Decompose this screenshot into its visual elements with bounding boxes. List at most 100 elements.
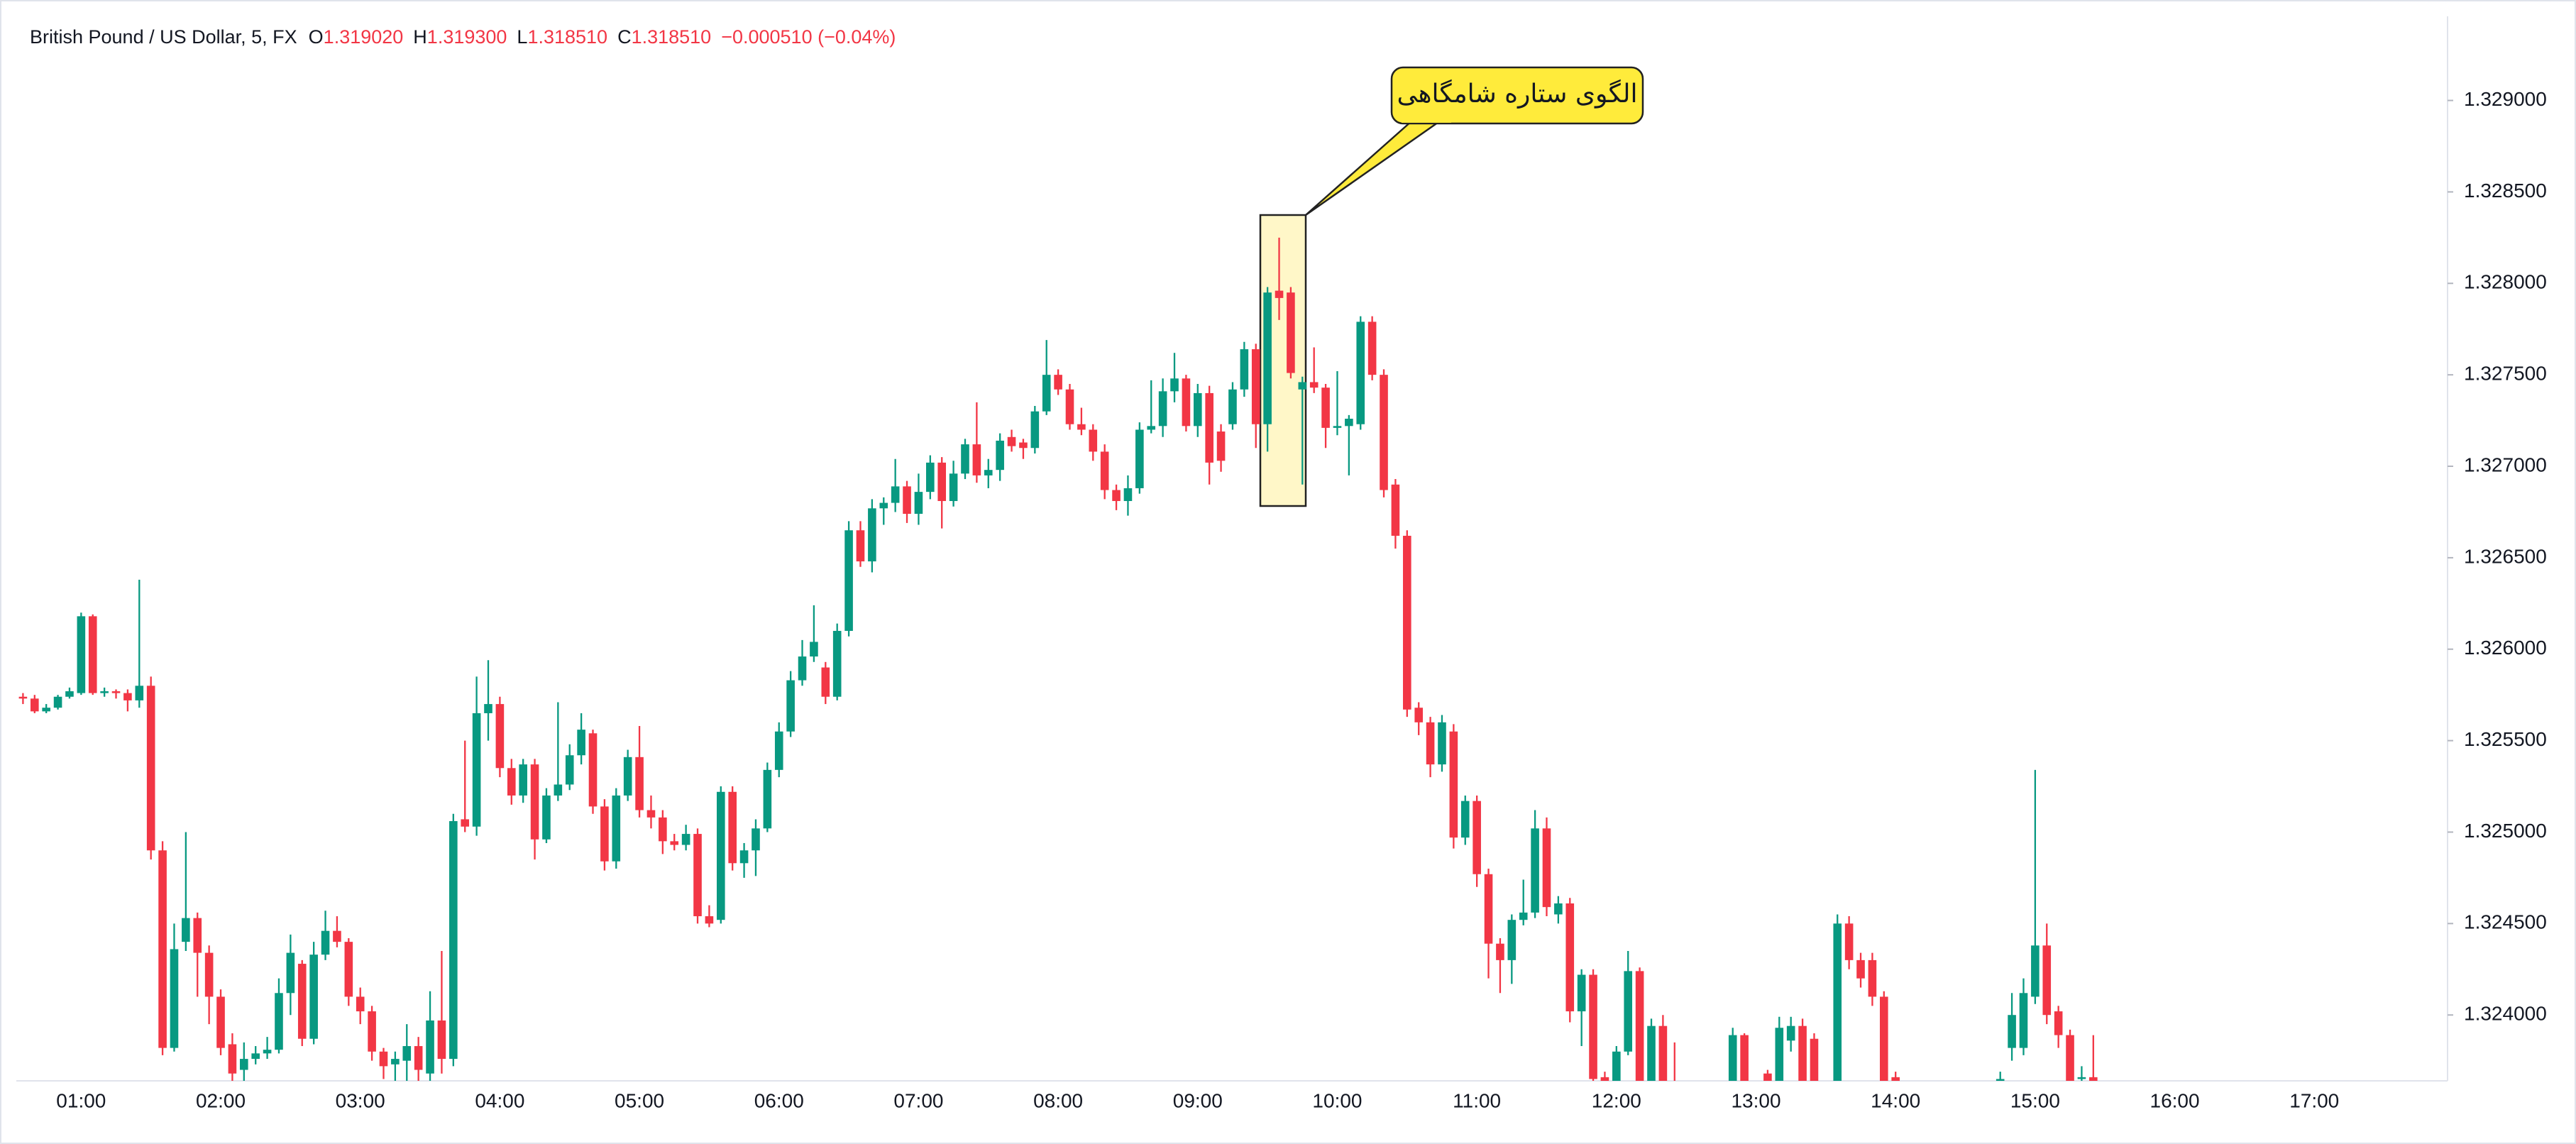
x-tick-label: 02:00 xyxy=(196,1089,246,1111)
candle-body xyxy=(1193,392,1202,427)
candle-body xyxy=(786,680,795,732)
candle-body xyxy=(228,1044,237,1074)
candle-body xyxy=(717,791,725,920)
candle-body xyxy=(1728,1035,1737,1081)
candle-body xyxy=(1891,1077,1900,1081)
candle-body xyxy=(1519,912,1528,920)
candle-body xyxy=(1007,436,1016,446)
candle-body xyxy=(1496,943,1504,960)
y-tick-label: 1.327000 xyxy=(2464,453,2547,475)
candle-body xyxy=(1600,1077,1609,1081)
candle-body xyxy=(484,704,492,713)
candle-body xyxy=(379,1051,388,1067)
x-tick-label: 06:00 xyxy=(754,1089,804,1111)
y-tick-label: 1.326000 xyxy=(2464,637,2547,659)
candle-body xyxy=(1251,349,1260,424)
candle-body xyxy=(752,828,760,851)
candle-body xyxy=(182,918,190,942)
candle-body xyxy=(1367,321,1377,375)
x-tick-label: 13:00 xyxy=(1731,1089,1780,1111)
change: −0.000510 (−0.04%) xyxy=(721,26,896,48)
candle-body xyxy=(1112,490,1121,501)
candle-body xyxy=(554,784,563,796)
candle-body xyxy=(472,713,481,827)
candle-body xyxy=(1810,1038,1819,1081)
candle-body xyxy=(2042,945,2052,1016)
candle-body xyxy=(1158,391,1167,427)
candle-body xyxy=(1403,535,1411,710)
candle-body xyxy=(507,768,516,796)
candle-body xyxy=(832,630,842,697)
candle-body xyxy=(391,1059,400,1065)
y-tick-label: 1.328000 xyxy=(2464,271,2547,293)
candle-body xyxy=(333,930,341,942)
ohlc-value: 1.319020 xyxy=(324,26,404,48)
candle-body xyxy=(437,1020,446,1060)
candle-body xyxy=(18,696,28,699)
candle-body xyxy=(1798,1025,1807,1081)
candle-body xyxy=(170,949,179,1048)
x-tick-label: 03:00 xyxy=(336,1089,385,1111)
candle-body xyxy=(2077,1077,2086,1079)
candle-body xyxy=(2066,1035,2074,1081)
candle-body xyxy=(646,810,656,818)
candle-body xyxy=(216,996,225,1048)
y-tick-label: 1.328500 xyxy=(2464,180,2547,202)
candle-body xyxy=(1589,974,1597,1079)
candle-body xyxy=(158,850,167,1048)
candle-body xyxy=(530,764,539,840)
candle-body xyxy=(1775,1028,1784,1081)
candle-body xyxy=(30,698,39,712)
candle-body xyxy=(1763,1073,1772,1081)
candle-body xyxy=(42,708,50,712)
candle-body xyxy=(728,791,737,864)
candle-body xyxy=(356,996,365,1012)
candle-body xyxy=(1309,382,1319,388)
candle-body xyxy=(461,819,470,827)
candle-body xyxy=(1635,971,1644,1081)
candle-body xyxy=(1065,389,1074,424)
candle-body xyxy=(286,952,295,994)
candle-body xyxy=(1612,1051,1621,1081)
candle-body xyxy=(1786,1025,1795,1041)
candle-body xyxy=(681,834,690,845)
candle-body xyxy=(240,1059,248,1070)
candle-body xyxy=(926,462,935,493)
ohlc-key: L xyxy=(517,26,527,48)
candle-body xyxy=(623,757,632,796)
candle-body xyxy=(705,916,714,924)
candle-body xyxy=(1844,923,1854,960)
candle-body xyxy=(1565,903,1575,1012)
candle-body xyxy=(204,952,214,997)
candle-body xyxy=(1531,828,1539,913)
x-tick-label: 17:00 xyxy=(2289,1089,2339,1111)
candle-body xyxy=(693,834,702,917)
candle-body xyxy=(1333,426,1342,428)
candle-body xyxy=(309,955,318,1039)
callout-join xyxy=(1402,117,1451,123)
candle-body xyxy=(1216,431,1226,461)
candle-body xyxy=(1473,801,1481,874)
ohlc-key: C xyxy=(617,26,632,48)
candle-body xyxy=(297,964,307,1039)
callout: الگوی ستاره شامگاهی xyxy=(1304,66,1644,216)
candle-body xyxy=(402,1046,412,1061)
candle-body xyxy=(1414,708,1423,722)
candle-body xyxy=(542,795,551,840)
candle-body xyxy=(1624,971,1633,1052)
x-tick-label: 11:00 xyxy=(1453,1089,1501,1111)
candle-body xyxy=(2089,1077,2098,1081)
candle-body xyxy=(1391,484,1400,536)
candle-body xyxy=(1356,321,1365,424)
ohlc-key: O xyxy=(309,26,324,48)
ohlc-key: H xyxy=(413,26,427,48)
candle-body xyxy=(519,764,527,796)
candle-body xyxy=(344,942,353,997)
candle-body xyxy=(612,795,621,862)
candle-body xyxy=(972,444,981,475)
candle-body xyxy=(810,642,818,657)
candle-body xyxy=(914,492,923,515)
x-tick-label: 12:00 xyxy=(1592,1089,1641,1111)
candle-body xyxy=(821,667,830,697)
